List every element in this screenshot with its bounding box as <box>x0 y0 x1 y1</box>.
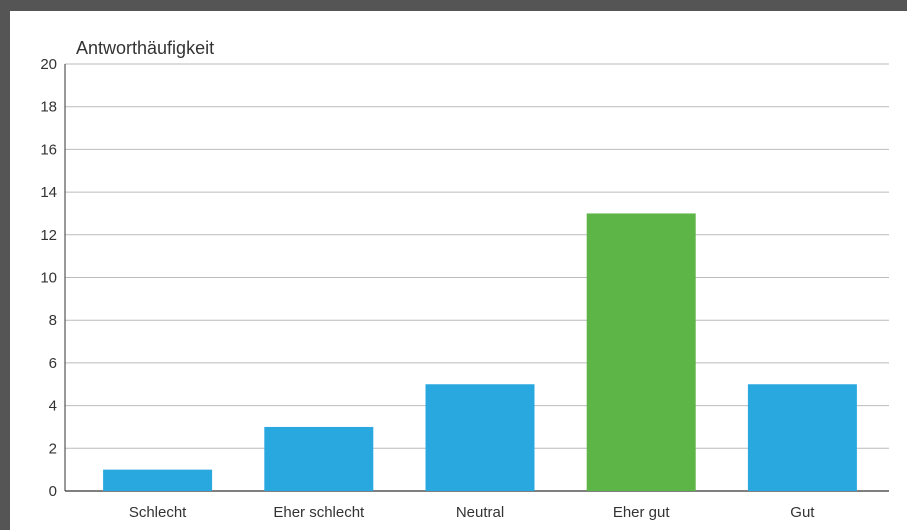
y-tick-label: 6 <box>49 355 57 372</box>
y-tick-label: 12 <box>40 227 57 244</box>
x-category-label: Gut <box>790 504 815 521</box>
x-axis-categories: Schlecht Eher schlecht Neutral Eher gut Gut <box>129 504 815 521</box>
y-tick-label: 8 <box>49 312 57 329</box>
y-tick-label: 10 <box>40 270 57 287</box>
bar-gut <box>747 384 857 491</box>
y-tick-label: 20 <box>40 56 57 73</box>
x-category-label: Eher schlecht <box>273 504 365 521</box>
y-tick-label: 4 <box>49 398 57 415</box>
x-category-label: Neutral <box>456 504 504 521</box>
x-category-label: Schlecht <box>129 504 187 521</box>
y-tick-label: 14 <box>40 184 57 201</box>
y-tick-label: 16 <box>40 141 57 158</box>
y-tick-label: 18 <box>40 99 57 116</box>
x-category-label: Eher gut <box>613 504 671 521</box>
bar-eher-schlecht <box>264 426 374 491</box>
bar-neutral <box>425 384 535 491</box>
y-tick-label: 0 <box>49 483 57 500</box>
bars <box>103 213 857 491</box>
y-tick-label: 2 <box>49 440 57 457</box>
y-axis-label: Antworthäufigkeit <box>76 38 214 58</box>
y-axis-ticks: 0 2 4 6 8 10 12 14 16 18 20 <box>40 56 57 500</box>
bar-schlecht <box>103 469 213 491</box>
bar-eher-gut <box>586 213 696 491</box>
